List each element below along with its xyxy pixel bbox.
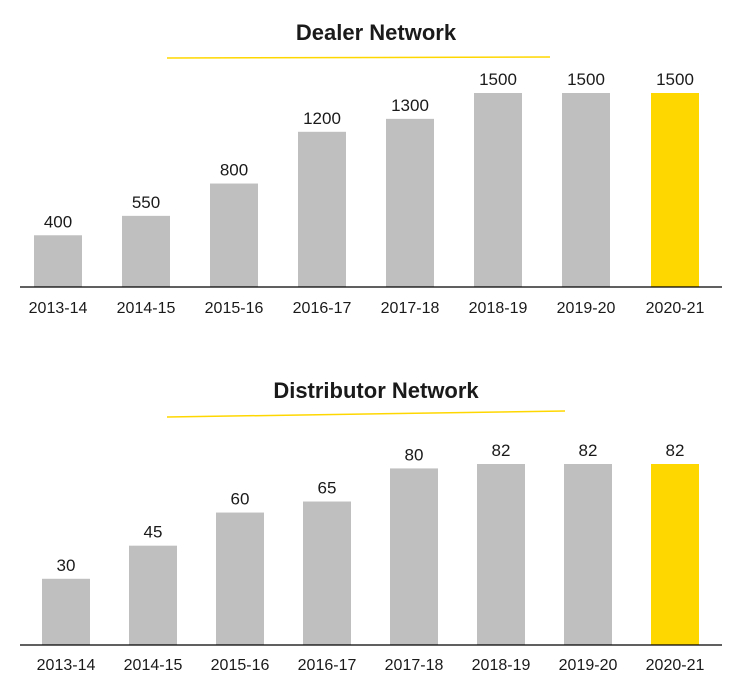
data-label-2017-18: 1300 <box>391 96 429 115</box>
bar-2015-16 <box>210 183 258 287</box>
tick-label-2016-17: 2016-17 <box>293 300 352 317</box>
dealer-value-labels: 400 550 800 1200 1300 1500 1500 1500 <box>44 70 694 231</box>
bar-2018-19 <box>474 93 522 287</box>
tick-label-2014-15: 2014-15 <box>124 657 183 674</box>
tick-label-2016-17: 2016-17 <box>298 657 357 674</box>
data-label-2014-15: 550 <box>132 193 160 212</box>
bar-2016-17 <box>303 501 351 645</box>
data-label-2016-17: 65 <box>318 479 337 498</box>
data-label-2020-21: 1500 <box>656 70 694 89</box>
bar-2014-15 <box>122 215 170 287</box>
data-label-2019-20: 82 <box>579 441 598 460</box>
tick-label-2015-16: 2015-16 <box>205 300 264 317</box>
dealer-network-chart: Dealer Network 400 550 800 1200 1300 1500 1500… <box>20 20 722 317</box>
title-accent-line <box>166 56 551 59</box>
data-label-2018-19: 1500 <box>479 70 517 89</box>
tick-label-2019-20: 2019-20 <box>559 657 618 674</box>
data-label-2015-16: 60 <box>231 490 250 509</box>
data-label-2014-15: 45 <box>144 523 163 542</box>
bar-2013-14 <box>42 578 90 645</box>
data-label-2016-17: 1200 <box>303 109 341 128</box>
tick-label-2017-18: 2017-18 <box>385 657 444 674</box>
bar-2013-14 <box>34 235 82 287</box>
tick-label-2017-18: 2017-18 <box>381 300 440 317</box>
data-label-2015-16: 800 <box>220 161 248 180</box>
bar-2016-17 <box>298 131 346 287</box>
bar-2015-16 <box>216 512 264 645</box>
bar-2014-15 <box>129 545 177 645</box>
chart-title-distributor-network: Distributor Network <box>273 378 479 403</box>
title-accent-line <box>166 410 566 418</box>
tick-label-2020-21: 2020-21 <box>646 657 705 674</box>
bar-2020-21 <box>651 93 699 287</box>
tick-label-2019-20: 2019-20 <box>557 300 616 317</box>
tick-label-2020-21: 2020-21 <box>646 300 705 317</box>
bar-2019-20 <box>562 93 610 287</box>
bar-2019-20 <box>564 464 612 645</box>
dealer-tick-labels: 2013-14 2014-15 2015-16 2016-17 2017-18 2018-… <box>29 300 705 317</box>
data-label-2013-14: 400 <box>44 212 72 231</box>
data-label-2013-14: 30 <box>57 556 76 575</box>
tick-label-2014-15: 2014-15 <box>117 300 176 317</box>
tick-label-2013-14: 2013-14 <box>29 300 88 317</box>
data-label-2019-20: 1500 <box>567 70 605 89</box>
distributor-tick-labels: 2013-14 2014-15 2015-16 2016-17 2017-18 2018-… <box>37 657 705 674</box>
bar-2020-21 <box>651 464 699 645</box>
data-label-2017-18: 80 <box>405 445 424 464</box>
chart-title-dealer-network: Dealer Network <box>296 20 457 45</box>
data-label-2020-21: 82 <box>666 441 685 460</box>
distributor-value-labels: 30 45 60 65 80 82 82 82 <box>57 441 685 575</box>
tick-label-2015-16: 2015-16 <box>211 657 270 674</box>
distributor-bars <box>42 464 699 645</box>
dealer-bars <box>34 93 699 287</box>
bar-2018-19 <box>477 464 525 645</box>
bar-2017-18 <box>390 468 438 645</box>
tick-label-2013-14: 2013-14 <box>37 657 96 674</box>
tick-label-2018-19: 2018-19 <box>469 300 528 317</box>
tick-label-2018-19: 2018-19 <box>472 657 531 674</box>
data-label-2018-19: 82 <box>492 441 511 460</box>
distributor-network-chart: Distributor Network 30 45 60 65 80 82 82 82 201… <box>20 378 722 674</box>
bar-2017-18 <box>386 118 434 287</box>
